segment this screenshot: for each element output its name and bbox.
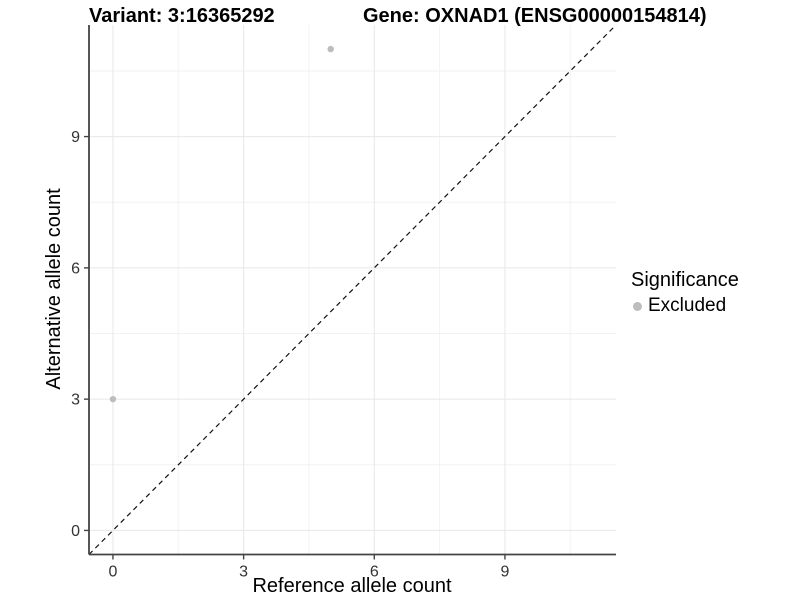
y-tick-label: 9 (71, 129, 80, 146)
identity-line (88, 24, 617, 555)
gridlines-minor (89, 25, 616, 555)
y-tick-labels: 0 3 6 9 (71, 129, 80, 540)
plot-title-variant: Variant: 3:16365292 (89, 5, 275, 27)
x-axis-title: Reference allele count (252, 575, 451, 597)
axis-lines (88, 25, 616, 556)
y-axis-title: Alternative allele count (43, 188, 65, 390)
legend-item-excluded: Excluded (633, 295, 739, 317)
y-tick-label: 3 (71, 392, 80, 409)
legend-key-dot-icon (633, 301, 642, 311)
y-tick-label: 0 (71, 523, 80, 540)
y-tick-label: 6 (71, 260, 80, 277)
x-tick-label: 3 (239, 564, 248, 581)
x-tick-label: 9 (500, 564, 509, 581)
legend-title: Significance (631, 269, 739, 291)
plot-title-gene: Gene: OXNAD1 (ENSG00000154814) (363, 5, 707, 27)
x-tick-label: 6 (370, 564, 379, 581)
gridlines-major (89, 25, 616, 555)
legend: Significance Excluded (631, 269, 739, 317)
data-point (109, 395, 117, 403)
axis-tick-marks (84, 135, 506, 560)
x-tick-label: 0 (109, 564, 118, 581)
data-points (109, 45, 334, 403)
legend-item-label: Excluded (648, 295, 727, 316)
data-point (327, 45, 334, 53)
x-tick-labels: 0 3 6 9 (109, 564, 510, 581)
